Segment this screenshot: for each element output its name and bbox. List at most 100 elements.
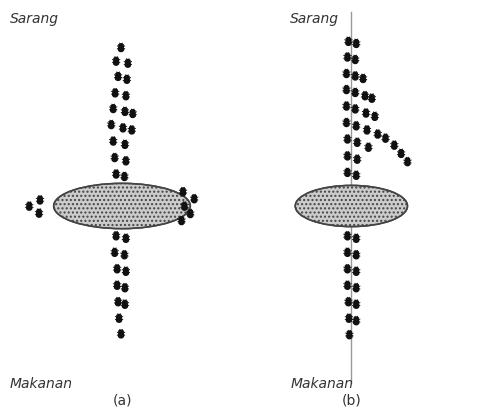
Circle shape	[124, 157, 128, 161]
Circle shape	[354, 251, 358, 255]
Circle shape	[188, 210, 192, 213]
Circle shape	[109, 121, 113, 124]
Text: Makanan: Makanan	[10, 377, 73, 391]
Circle shape	[355, 157, 360, 161]
Circle shape	[366, 143, 370, 147]
Circle shape	[361, 78, 366, 82]
Circle shape	[123, 108, 127, 111]
Circle shape	[123, 161, 128, 165]
Circle shape	[364, 109, 368, 113]
Ellipse shape	[295, 185, 407, 227]
Circle shape	[121, 124, 125, 128]
Circle shape	[38, 196, 42, 200]
Circle shape	[353, 109, 358, 113]
Circle shape	[353, 57, 358, 61]
Circle shape	[126, 59, 130, 63]
Circle shape	[346, 265, 349, 269]
Circle shape	[114, 61, 119, 65]
Circle shape	[345, 156, 350, 160]
Circle shape	[111, 141, 116, 145]
Circle shape	[345, 283, 350, 287]
Circle shape	[399, 153, 404, 157]
Circle shape	[399, 151, 404, 155]
Circle shape	[345, 55, 350, 59]
Circle shape	[405, 162, 410, 166]
Circle shape	[116, 76, 121, 80]
Circle shape	[353, 89, 357, 92]
Circle shape	[354, 318, 359, 323]
Circle shape	[364, 111, 368, 115]
Circle shape	[375, 132, 380, 136]
Circle shape	[354, 124, 359, 128]
Circle shape	[180, 217, 183, 220]
Circle shape	[113, 89, 117, 93]
Circle shape	[376, 130, 380, 134]
Circle shape	[344, 104, 349, 108]
Circle shape	[117, 314, 121, 318]
Circle shape	[114, 172, 119, 176]
Circle shape	[112, 250, 117, 254]
Circle shape	[365, 126, 369, 130]
Circle shape	[112, 155, 117, 159]
Circle shape	[354, 271, 359, 275]
Circle shape	[353, 56, 357, 59]
Circle shape	[115, 283, 120, 287]
Circle shape	[354, 267, 358, 271]
Circle shape	[347, 332, 352, 337]
Circle shape	[354, 284, 358, 288]
Circle shape	[354, 255, 359, 259]
Circle shape	[114, 236, 119, 240]
Circle shape	[111, 139, 116, 143]
Circle shape	[122, 304, 127, 308]
Circle shape	[113, 93, 118, 97]
Circle shape	[354, 175, 359, 179]
Circle shape	[353, 59, 358, 63]
Circle shape	[363, 94, 367, 98]
Circle shape	[354, 43, 359, 47]
Circle shape	[346, 135, 349, 139]
Circle shape	[347, 314, 351, 318]
Circle shape	[346, 169, 349, 172]
Circle shape	[354, 300, 358, 304]
Circle shape	[109, 122, 114, 126]
Circle shape	[384, 134, 387, 138]
Circle shape	[116, 302, 121, 306]
Circle shape	[355, 155, 359, 159]
Circle shape	[125, 63, 130, 67]
Circle shape	[344, 87, 349, 91]
Circle shape	[129, 128, 134, 132]
Circle shape	[115, 269, 120, 273]
Circle shape	[363, 92, 367, 96]
Circle shape	[345, 234, 350, 238]
Circle shape	[121, 128, 125, 132]
Circle shape	[369, 96, 374, 100]
Circle shape	[122, 174, 127, 178]
Text: Sarang: Sarang	[10, 12, 59, 26]
Circle shape	[346, 281, 349, 285]
Circle shape	[123, 271, 128, 275]
Circle shape	[124, 79, 129, 83]
Circle shape	[114, 234, 119, 238]
Circle shape	[119, 45, 123, 49]
Circle shape	[38, 200, 42, 204]
Circle shape	[179, 220, 184, 225]
Circle shape	[355, 142, 360, 146]
Circle shape	[131, 110, 135, 113]
Text: (b): (b)	[342, 394, 361, 408]
Circle shape	[179, 218, 184, 222]
Circle shape	[354, 234, 358, 238]
Circle shape	[117, 318, 122, 322]
Circle shape	[116, 74, 121, 78]
Circle shape	[114, 57, 118, 61]
Circle shape	[122, 251, 126, 255]
Circle shape	[122, 253, 127, 257]
Circle shape	[37, 213, 41, 217]
Circle shape	[115, 265, 119, 269]
Circle shape	[123, 159, 128, 163]
Circle shape	[345, 250, 350, 254]
Circle shape	[366, 145, 371, 149]
Circle shape	[383, 136, 388, 140]
Circle shape	[123, 300, 127, 304]
Circle shape	[406, 158, 409, 162]
Circle shape	[109, 124, 114, 129]
